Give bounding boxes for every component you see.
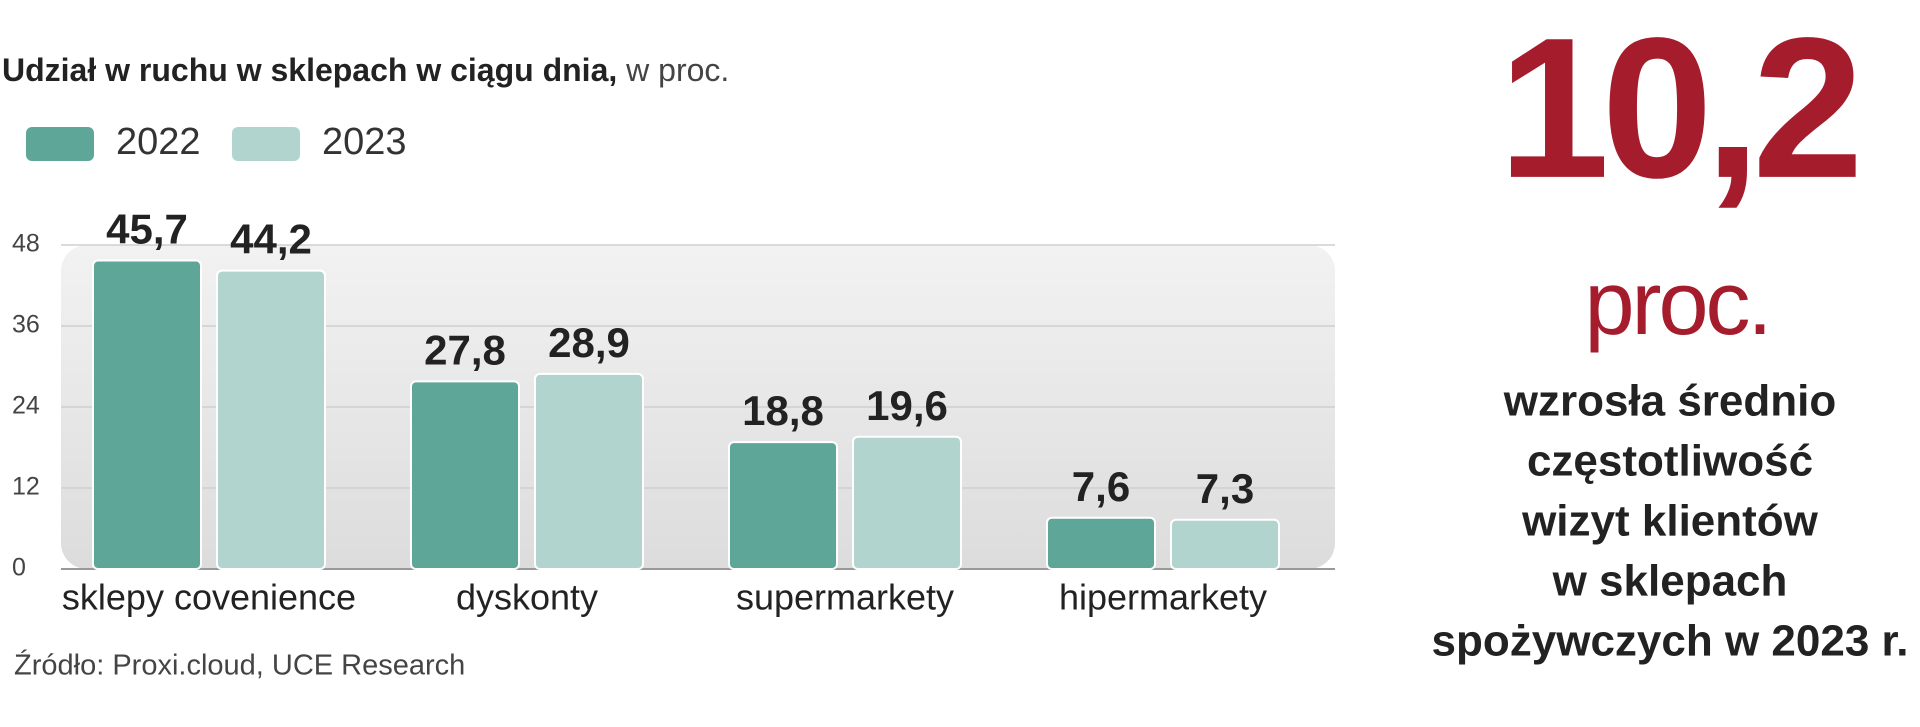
- callout-text: spożywczych w 2023 r.: [1432, 617, 1909, 666]
- value-label: 44,2: [230, 216, 312, 263]
- value-label: 7,6: [1072, 463, 1130, 510]
- bar: [728, 441, 838, 571]
- value-label: 18,8: [742, 387, 824, 434]
- y-tick-label: 0: [12, 554, 26, 582]
- value-label: 27,8: [424, 326, 506, 373]
- subtitle: w proc.: [625, 52, 729, 88]
- value-label: 19,6: [866, 382, 948, 429]
- chart-title: Udział w ruchu w sklepach w ciągu dnia, …: [2, 52, 729, 88]
- value-label: 7,3: [1196, 465, 1254, 512]
- callout-text: w sklepach: [1552, 557, 1788, 606]
- x-tick-label: supermarkety: [736, 577, 954, 618]
- y-tick-label: 36: [12, 311, 40, 339]
- legend-label: 2022: [116, 121, 201, 163]
- legend-label: 2023: [322, 121, 407, 163]
- x-tick-label: dyskonty: [456, 577, 598, 618]
- callout-text: wzrosła średnio: [1503, 377, 1837, 426]
- callout-unit: proc.: [1584, 254, 1769, 354]
- x-tick-label: sklepy covenience: [62, 577, 356, 618]
- x-tick-label: hipermarkety: [1059, 577, 1267, 618]
- bar: [534, 372, 644, 570]
- y-tick-label: 24: [12, 392, 40, 420]
- legend-swatch: [26, 127, 94, 161]
- bar: [410, 380, 520, 570]
- y-tick-label: 48: [12, 230, 40, 258]
- callout-text: wizyt klientów: [1521, 497, 1819, 546]
- source: Źródło: Proxi.cloud, UCE Research: [14, 649, 465, 682]
- value-label: 28,9: [548, 319, 630, 366]
- callout-text: częstotliwość: [1527, 437, 1813, 486]
- bar: [1046, 516, 1156, 571]
- bar: [1170, 518, 1280, 570]
- legend-swatch: [232, 127, 300, 161]
- title: Udział w ruchu w sklepach w ciągu dnia,: [2, 52, 617, 88]
- bar: [92, 259, 202, 570]
- callout-value: 10,2: [1498, 0, 1856, 220]
- value-label: 45,7: [106, 206, 188, 253]
- bar: [216, 269, 326, 570]
- y-tick-label: 12: [12, 473, 40, 501]
- bar: [852, 435, 962, 571]
